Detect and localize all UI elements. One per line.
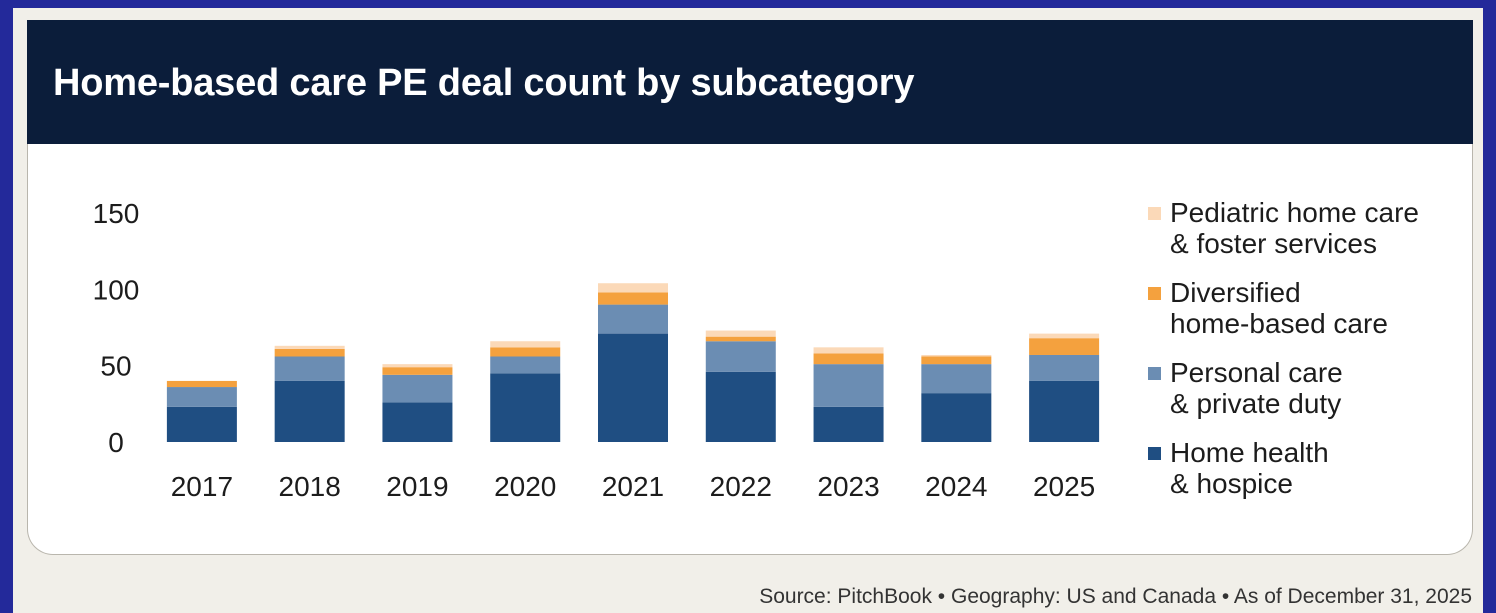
- bar-segment: [490, 356, 561, 374]
- bar-segment: [813, 353, 884, 365]
- bar-segment: [921, 364, 992, 394]
- bar-segment: [1029, 333, 1100, 339]
- legend: Pediatric home care & foster services Di…: [1148, 197, 1448, 517]
- legend-label-personal-care: Personal care & private duty: [1170, 357, 1343, 419]
- bar-segment: [598, 304, 668, 334]
- bar-segment: [813, 406, 884, 442]
- bars-group: [166, 283, 1100, 442]
- bar-segment: [598, 333, 668, 442]
- y-tick-label: 100: [93, 274, 140, 305]
- legend-label-pediatric: Pediatric home care & foster services: [1170, 197, 1420, 259]
- chart-panel: 150 100 50 0 2017 2018 2019 2020 2021 2022 2023 20…: [27, 144, 1473, 555]
- legend-swatch-diversified: [1148, 287, 1161, 300]
- bar-segment: [274, 348, 345, 357]
- bar-segment: [382, 367, 453, 375]
- y-tick-label: 150: [93, 198, 140, 229]
- x-axis: 2017 2018 2019 2020 2021 2022 2023 2024 2025: [171, 471, 1096, 502]
- legend-swatch-personal-care: [1148, 367, 1161, 380]
- x-tick-label: 2023: [817, 471, 879, 502]
- bar-segment: [382, 402, 453, 442]
- bar-segment: [705, 371, 776, 442]
- x-tick-label: 2018: [279, 471, 341, 502]
- bar-segment: [274, 356, 345, 381]
- bar-segment: [490, 373, 561, 442]
- y-tick-label: 50: [100, 351, 131, 382]
- bar-segment: [166, 406, 237, 442]
- x-tick-label: 2017: [171, 471, 233, 502]
- bar-segment: [382, 364, 453, 368]
- legend-swatch-pediatric: [1148, 207, 1161, 220]
- bar-segment: [1029, 338, 1100, 355]
- chart-header: Home-based care PE deal count by subcate…: [27, 20, 1473, 144]
- x-tick-label: 2022: [710, 471, 772, 502]
- legend-item-diversified: Diversified home-based care: [1148, 277, 1448, 357]
- x-tick-label: 2021: [602, 471, 664, 502]
- bar-segment: [166, 380, 237, 388]
- bar-segment: [598, 292, 668, 305]
- legend-item-pediatric: Pediatric home care & foster services: [1148, 197, 1448, 277]
- y-axis: 150 100 50 0: [93, 198, 140, 458]
- bar-segment: [705, 330, 776, 337]
- bar-segment: [274, 380, 345, 442]
- x-tick-label: 2020: [494, 471, 556, 502]
- legend-item-home-health: Home health & hospice: [1148, 437, 1448, 517]
- bar-segment: [921, 356, 992, 365]
- bar-segment: [166, 387, 237, 407]
- bar-segment: [490, 347, 561, 357]
- bar-segment: [813, 347, 884, 354]
- bar-segment: [382, 374, 453, 403]
- x-tick-label: 2019: [386, 471, 448, 502]
- bar-segment: [921, 354, 992, 357]
- bar-segment: [705, 341, 776, 372]
- bar-segment: [274, 345, 345, 349]
- legend-swatch-home-health: [1148, 447, 1161, 460]
- chart-title: Home-based care PE deal count by subcate…: [53, 62, 915, 104]
- legend-label-diversified: Diversified home-based care: [1170, 277, 1388, 339]
- bar-segment: [813, 364, 884, 407]
- bar-segment: [490, 341, 561, 348]
- legend-label-home-health: Home health & hospice: [1170, 437, 1329, 499]
- legend-item-personal-care: Personal care & private duty: [1148, 357, 1448, 437]
- x-tick-label: 2025: [1033, 471, 1095, 502]
- bar-segment: [1029, 380, 1100, 442]
- bar-segment: [1029, 354, 1100, 381]
- bar-segment: [705, 336, 776, 342]
- bar-segment: [921, 393, 992, 442]
- bar-segment: [598, 283, 668, 293]
- y-tick-label: 0: [108, 427, 124, 458]
- source-note: Source: PitchBook • Geography: US and Ca…: [759, 585, 1472, 608]
- x-tick-label: 2024: [925, 471, 987, 502]
